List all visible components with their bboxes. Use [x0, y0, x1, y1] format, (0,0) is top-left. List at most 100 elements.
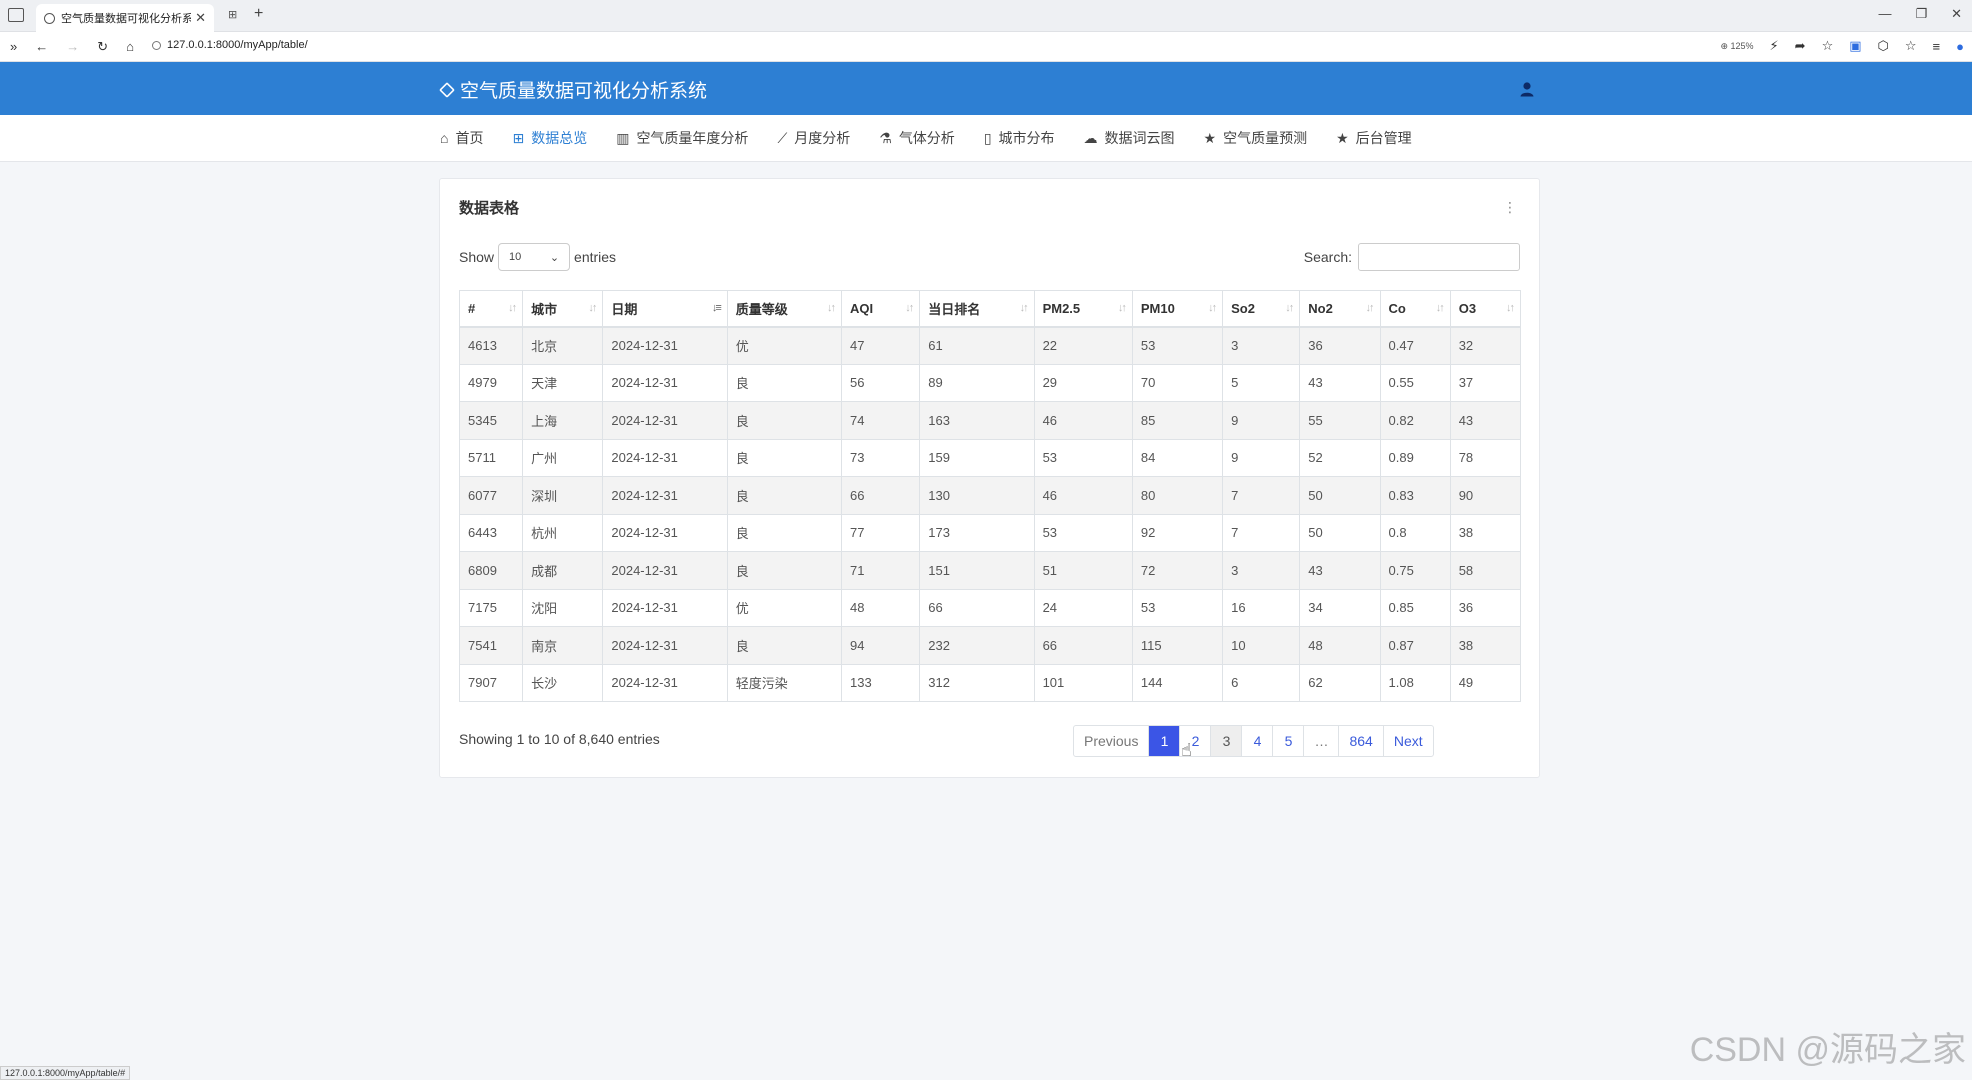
share-icon[interactable]: ➦: [1794, 38, 1806, 53]
column-header[interactable]: Co ↓↑: [1379, 290, 1451, 328]
nav-admin[interactable]: ★ 后台管理: [1336, 128, 1412, 148]
column-header[interactable]: 当日排名 ↓↑: [919, 290, 1035, 328]
profile-icon[interactable]: ●: [1956, 38, 1964, 54]
url-field[interactable]: 127.0.0.1:8000/myApp/table/: [152, 39, 308, 51]
table-cell: 73: [841, 438, 921, 477]
column-header[interactable]: So2 ↓↑: [1222, 290, 1301, 328]
table-cell: 130: [919, 476, 1035, 515]
page-button[interactable]: 4: [1242, 726, 1274, 756]
column-header[interactable]: # ↓↑: [458, 290, 524, 328]
nav-label: 城市分布: [998, 130, 1055, 146]
reload-icon[interactable]: ↻: [97, 38, 109, 54]
table-cell: 2024-12-31: [602, 363, 728, 402]
column-header[interactable]: PM2.5 ↓↑: [1033, 290, 1133, 328]
table-cell: 85: [1131, 401, 1224, 440]
nav-prediction[interactable]: ★ 空气质量预测: [1204, 128, 1308, 148]
table-cell: 7: [1222, 476, 1301, 515]
table-cell: 10: [1222, 626, 1301, 665]
table-cell: 84: [1131, 438, 1224, 477]
nav-label: 后台管理: [1355, 130, 1412, 146]
table-cell: 深圳: [522, 476, 604, 515]
table-cell: 78: [1449, 438, 1522, 477]
table-cell: 55: [1299, 401, 1381, 440]
tab-group-icon[interactable]: ⊞: [228, 9, 238, 21]
app-header: 空气质量数据可视化分析系统: [0, 62, 1972, 115]
gas-icon: ⚗: [879, 129, 892, 146]
menu-icon[interactable]: ≡: [1932, 38, 1941, 54]
extensions-icon[interactable]: ⬡: [1877, 38, 1889, 53]
translate-icon[interactable]: ▣: [1849, 38, 1862, 53]
table-row: 6077 深圳 2024-12-31 良 66 130 46 80 7 50 0.83 90: [458, 476, 1522, 515]
favicon-icon: [44, 12, 55, 24]
table-cell: 52: [1299, 438, 1381, 477]
page-button[interactable]: 1: [1149, 726, 1181, 756]
page-ellipsis: …: [1304, 726, 1340, 756]
line-chart-icon: ⟋: [777, 129, 788, 146]
bookmark-star-icon[interactable]: ☆: [1821, 38, 1834, 53]
nav-monthly-analysis[interactable]: ⟋ 月度分析: [777, 128, 850, 148]
nav-gas-analysis[interactable]: ⚗ 气体分析: [879, 128, 955, 148]
column-header[interactable]: AQI ↓↑: [841, 290, 921, 328]
column-header[interactable]: 城市 ↓↑: [522, 290, 604, 328]
brand[interactable]: 空气质量数据可视化分析系统: [439, 76, 708, 103]
table-cell: 良: [726, 363, 843, 402]
minimize-icon[interactable]: —: [1878, 6, 1892, 21]
home-icon[interactable]: ⌂: [126, 38, 134, 54]
table-cell: 5345: [458, 401, 524, 440]
page-button[interactable]: 5: [1273, 726, 1305, 756]
site-info-icon[interactable]: [152, 40, 161, 50]
page-size-select[interactable]: 10 ⌄: [498, 243, 571, 271]
previous-button[interactable]: Previous: [1074, 726, 1150, 756]
user-icon[interactable]: [1519, 81, 1535, 97]
page-button[interactable]: 2: [1180, 726, 1212, 756]
close-window-icon[interactable]: ✕: [1951, 6, 1962, 21]
table-cell: 0.55: [1379, 363, 1451, 402]
table-cell: 南京: [522, 626, 604, 665]
column-header[interactable]: O3 ↓↑: [1449, 290, 1522, 328]
table-cell: 159: [919, 438, 1035, 477]
watermark: CSDN @源码之家: [1689, 1031, 1966, 1069]
table-cell: 5711: [458, 438, 524, 477]
search-control: Search:: [1304, 243, 1520, 271]
column-header[interactable]: 质量等级 ↓↑: [726, 290, 843, 328]
table-cell: 53: [1033, 438, 1133, 477]
sort-icon: ↓↑: [1365, 302, 1375, 314]
nav-label: 数据总览: [531, 130, 588, 146]
column-header[interactable]: No2 ↓↑: [1299, 290, 1381, 328]
table-row: 6809 成都 2024-12-31 良 71 151 51 72 3 43 0.75 58: [458, 551, 1522, 590]
nav-home[interactable]: ⌂ 首页: [440, 128, 483, 148]
back-icon[interactable]: ←: [35, 38, 49, 54]
brand-title: 空气质量数据可视化分析系统: [460, 81, 708, 102]
more-options-icon[interactable]: ⋮: [1503, 199, 1517, 215]
forward-icon[interactable]: →: [66, 38, 80, 54]
table-cell: 37: [1449, 363, 1522, 402]
table-row: 4613 北京 2024-12-31 优 47 61 22 53 3 36 0.47 32: [458, 326, 1522, 365]
column-header[interactable]: 日期 ↓≡: [602, 290, 728, 328]
new-tab-button[interactable]: +: [254, 5, 264, 22]
browser-tab[interactable]: 空气质量数据可视化分析系统 ✕: [36, 4, 214, 32]
table-cell: 0.87: [1379, 626, 1451, 665]
expand-icon[interactable]: »: [10, 38, 18, 54]
sort-icon: ↓↑: [1208, 302, 1217, 314]
table-cell: 上海: [522, 401, 604, 440]
search-input[interactable]: [1358, 243, 1520, 271]
table-cell: 24: [1033, 588, 1133, 627]
bolt-icon[interactable]: ⚡: [1769, 38, 1779, 53]
page-button[interactable]: 864: [1339, 726, 1384, 756]
table-cell: 43: [1449, 401, 1522, 440]
favorites-icon[interactable]: ☆: [1904, 38, 1917, 53]
column-header[interactable]: PM10 ↓↑: [1131, 290, 1224, 328]
table-cell: 232: [919, 626, 1035, 665]
nav-wordcloud[interactable]: ☁ 数据词云图: [1084, 128, 1175, 148]
next-button[interactable]: Next: [1393, 733, 1423, 749]
sidebar-toggle-icon[interactable]: [8, 8, 24, 22]
nav-data-overview[interactable]: ⊞ 数据总览: [512, 128, 587, 148]
sort-icon: ↓↑: [1019, 302, 1029, 314]
nav-annual-analysis[interactable]: ▥ 空气质量年度分析: [616, 128, 748, 148]
zoom-indicator[interactable]: ⊕ 125%: [1720, 40, 1754, 51]
nav-city-distribution[interactable]: ▯ 城市分布: [984, 128, 1055, 148]
restore-icon[interactable]: ❐: [1915, 6, 1928, 21]
page-button[interactable]: 3: [1211, 726, 1243, 756]
table-cell: 46: [1033, 476, 1133, 515]
close-tab-icon[interactable]: ✕: [195, 10, 206, 25]
